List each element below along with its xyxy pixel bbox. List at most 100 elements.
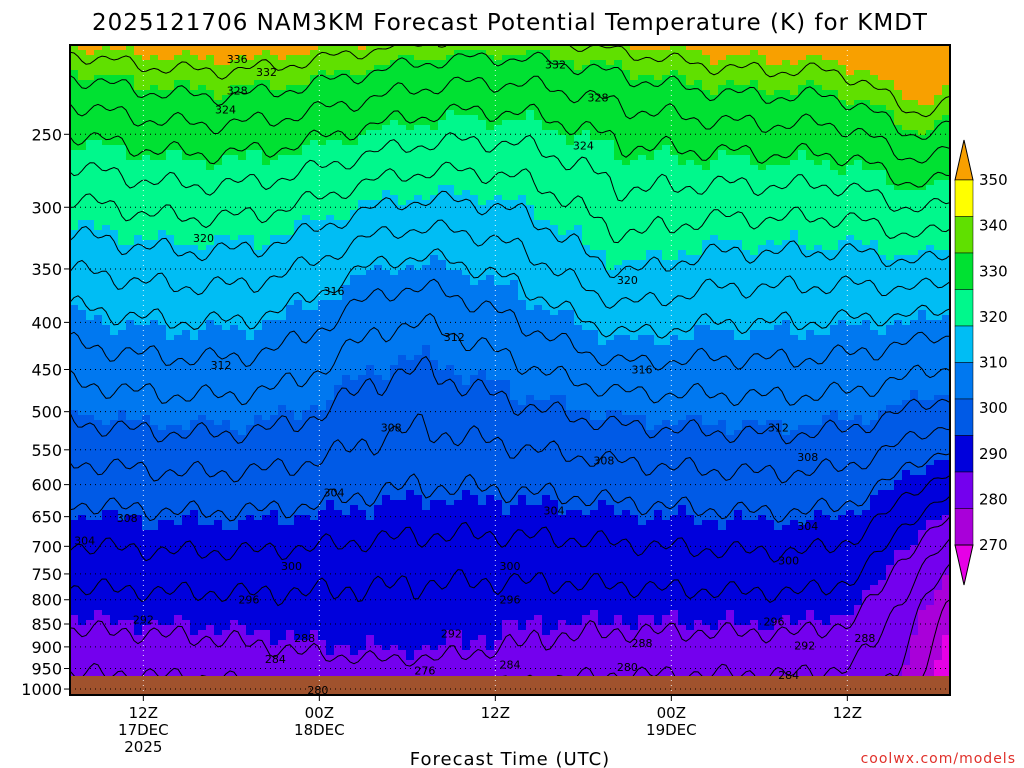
theta-cell [350,55,359,61]
theta-cell [158,665,167,671]
theta-cell [262,420,271,426]
theta-cell [198,640,207,646]
theta-cell [350,300,359,306]
theta-cell [222,175,231,181]
theta-cell [214,425,223,431]
theta-cell [366,420,375,426]
theta-cell [270,245,279,251]
theta-cell [118,195,127,201]
theta-cell [254,145,263,151]
theta-cell [342,515,351,521]
theta-cell [310,360,319,366]
theta-cell [142,285,151,291]
theta-cell [350,225,359,231]
theta-cell [246,575,255,581]
theta-cell [302,205,311,211]
theta-cell [294,470,303,476]
theta-cell [262,450,271,456]
theta-cell [174,115,183,121]
theta-cell [166,305,175,311]
theta-cell [270,475,279,481]
theta-cell [214,230,223,236]
theta-cell [134,230,143,236]
theta-cell [118,660,127,666]
theta-cell [342,610,351,616]
theta-cell [222,65,231,71]
theta-cell [118,615,127,621]
theta-cell [254,300,263,306]
theta-cell [110,575,119,581]
theta-cell [206,200,215,206]
theta-cell [150,195,159,201]
theta-cell [310,400,319,406]
theta-cell [190,385,199,391]
theta-cell [118,430,127,436]
theta-cell [246,90,255,96]
theta-cell [150,225,159,231]
theta-cell [110,550,119,556]
theta-cell [350,475,359,481]
theta-cell [214,95,223,101]
theta-cell [70,375,79,381]
theta-cell [230,320,239,326]
theta-cell [294,50,303,56]
theta-cell [294,545,303,551]
theta-cell [222,240,231,246]
theta-cell [174,595,183,601]
theta-cell [198,605,207,611]
theta-cell [102,550,111,556]
theta-cell [102,530,111,536]
theta-cell [118,475,127,481]
theta-cell [206,490,215,496]
theta-cell [118,590,127,596]
theta-cell [358,300,367,306]
theta-cell [262,650,271,656]
theta-cell [118,125,127,131]
theta-cell [158,465,167,471]
theta-cell [254,210,263,216]
theta-cell [118,465,127,471]
theta-cell [262,375,271,381]
theta-cell [102,660,111,666]
theta-cell [230,85,239,91]
theta-cell [238,635,247,641]
theta-cell [142,270,151,276]
theta-cell [94,75,103,81]
theta-cell [118,100,127,106]
theta-cell [302,650,311,656]
theta-cell [174,635,183,641]
theta-cell [262,605,271,611]
theta-cell [222,165,231,171]
theta-cell [94,520,103,526]
theta-cell [110,445,119,451]
theta-cell [126,250,135,256]
theta-cell [310,320,319,326]
theta-cell [318,155,327,161]
theta-cell [102,470,111,476]
theta-cell [174,435,183,441]
theta-cell [110,635,119,641]
theta-cell [310,550,319,556]
theta-cell [278,185,287,191]
theta-cell [294,340,303,346]
theta-cell [190,55,199,61]
theta-cell [78,75,87,81]
theta-cell [270,70,279,76]
theta-cell [158,345,167,351]
theta-cell [286,100,295,106]
theta-cell [86,240,95,246]
theta-cell [238,130,247,136]
theta-cell [278,170,287,176]
theta-cell [302,285,311,291]
theta-cell [86,100,95,106]
theta-cell [262,615,271,621]
theta-cell [254,480,263,486]
theta-cell [222,110,231,116]
theta-cell [70,195,79,201]
theta-cell [214,590,223,596]
theta-cell [374,320,383,326]
theta-cell [182,465,191,471]
theta-cell [206,185,215,191]
theta-cell [342,440,351,446]
theta-cell [254,205,263,211]
